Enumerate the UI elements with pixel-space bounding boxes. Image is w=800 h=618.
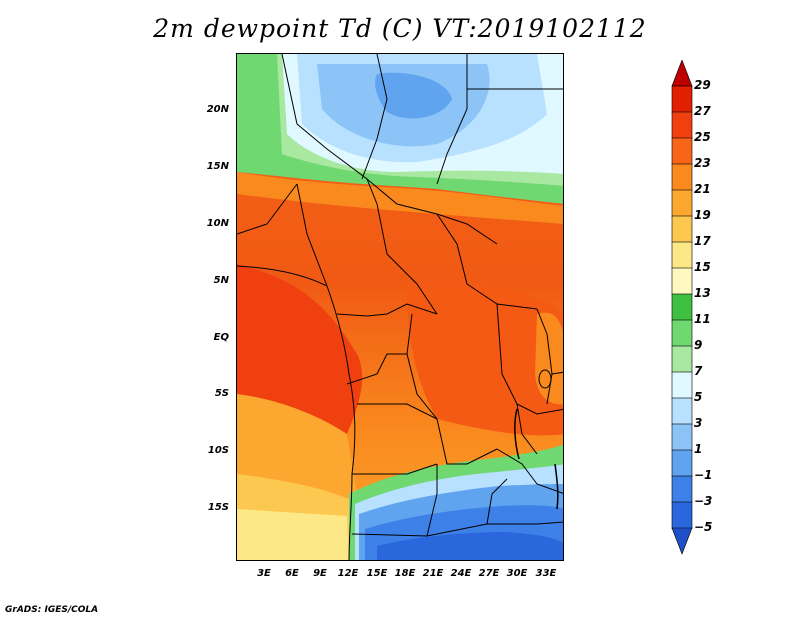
colorbar-band <box>671 137 693 165</box>
lake-victoria <box>538 369 552 389</box>
colorbar-label: 11 <box>694 312 711 326</box>
colorbar-band <box>671 189 693 217</box>
colorbar-band <box>671 371 693 399</box>
dewpoint-map <box>236 53 564 561</box>
sw-ocean-field-pale <box>237 509 349 560</box>
borders <box>237 54 563 560</box>
sahara-deep <box>375 72 452 119</box>
lake-tanganyika <box>514 408 520 460</box>
southern-core <box>377 532 563 560</box>
colorbar-label: −1 <box>694 468 713 482</box>
lat-label: 15N <box>206 161 229 172</box>
lon-label: 12E <box>337 568 359 579</box>
lon-label: 33E <box>535 568 557 579</box>
lon-label: 30E <box>506 568 528 579</box>
colorbar-band <box>671 501 693 529</box>
colorbar-band <box>671 267 693 295</box>
credit-text: GrADS: IGES/COLA <box>5 605 99 615</box>
colorbar-label: 1 <box>694 442 703 456</box>
colorbar-label: 9 <box>694 338 703 352</box>
colorbar-band <box>671 60 693 87</box>
colorbar-band <box>671 527 693 555</box>
lat-label: 5S <box>214 388 229 399</box>
colorbar-band <box>671 397 693 425</box>
lat-label: 20N <box>206 104 229 115</box>
lon-label: 24E <box>450 568 472 579</box>
east-lakes-patch <box>535 312 563 405</box>
lon-label: 21E <box>422 568 444 579</box>
lat-label: 5N <box>213 275 229 286</box>
lat-label: 10N <box>206 218 229 229</box>
colorbar-label: 19 <box>694 208 711 222</box>
lon-label: 3E <box>257 568 271 579</box>
colorbar-label: 13 <box>694 286 711 300</box>
lon-label: 6E <box>285 568 299 579</box>
lat-label: 15S <box>207 502 229 513</box>
lake-malawi <box>554 463 559 510</box>
colorbar-band <box>671 345 693 373</box>
colorbar-band <box>671 215 693 243</box>
lon-label: 18E <box>394 568 416 579</box>
lat-label: EQ <box>213 332 229 343</box>
colorbar-label: 17 <box>694 234 711 248</box>
gulf-hot-band <box>237 264 363 434</box>
colorbar-band <box>671 293 693 321</box>
colorbar-label: 25 <box>694 130 711 144</box>
colorbar-band <box>671 241 693 269</box>
colorbar-band <box>671 319 693 347</box>
lon-label: 27E <box>478 568 500 579</box>
colorbar-band <box>671 85 693 113</box>
colorbar-label: −5 <box>694 520 713 534</box>
colorbar-label: 27 <box>694 104 711 118</box>
sahel-transition <box>237 172 563 224</box>
colorbar-band <box>671 163 693 191</box>
lat-label: 10S <box>207 445 229 456</box>
lon-label: 9E <box>313 568 327 579</box>
colorbar-label: 3 <box>694 416 703 430</box>
colorbar-band <box>671 423 693 451</box>
map-title: 2m dewpoint Td (C) VT:2019102112 <box>153 14 647 43</box>
colorbar-band <box>671 111 693 139</box>
colorbar-label: 21 <box>694 182 711 196</box>
colorbar-label: −3 <box>694 494 713 508</box>
colorbar-label: 15 <box>694 260 711 274</box>
lon-label: 15E <box>366 568 388 579</box>
central-warm-core <box>407 282 563 436</box>
colorbar <box>671 60 693 555</box>
colorbar-label: 29 <box>694 78 711 92</box>
colorbar-band <box>671 449 693 477</box>
colorbar-label: 7 <box>694 364 703 378</box>
colorbar-label: 5 <box>694 390 703 404</box>
colorbar-band <box>671 475 693 503</box>
colorbar-label: 23 <box>694 156 711 170</box>
